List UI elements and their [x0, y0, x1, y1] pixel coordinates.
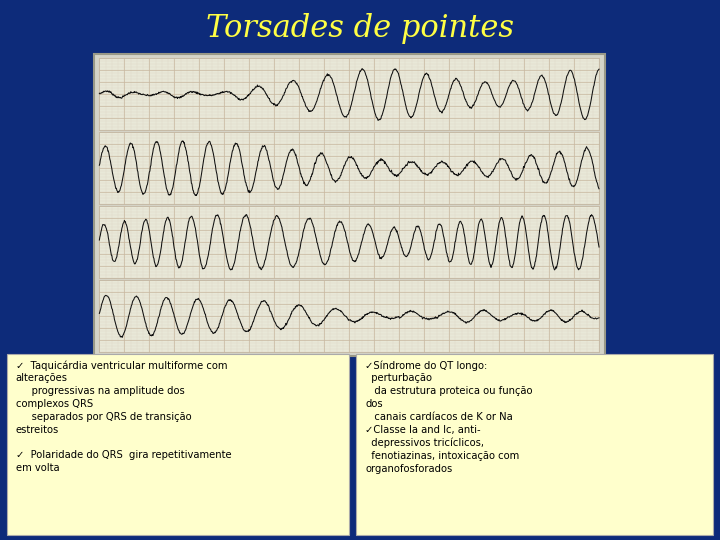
Bar	[356, 354, 713, 535]
Bar	[99, 280, 599, 352]
Bar	[99, 58, 599, 130]
Text: ✓Síndrome do QT longo:
  perturbação
   da estrutura proteica ou função
dos
   c: ✓Síndrome do QT longo: perturbação da es…	[365, 360, 533, 474]
Text: Torsades de pointes: Torsades de pointes	[206, 14, 514, 44]
Text: ✓  Taquicárdia ventricular multiforme com
alterações
     progressivas na amplit: ✓ Taquicárdia ventricular multiforme com…	[16, 360, 231, 473]
Bar	[7, 354, 349, 535]
Bar	[99, 132, 599, 204]
Bar	[99, 206, 599, 278]
Bar	[94, 54, 605, 356]
